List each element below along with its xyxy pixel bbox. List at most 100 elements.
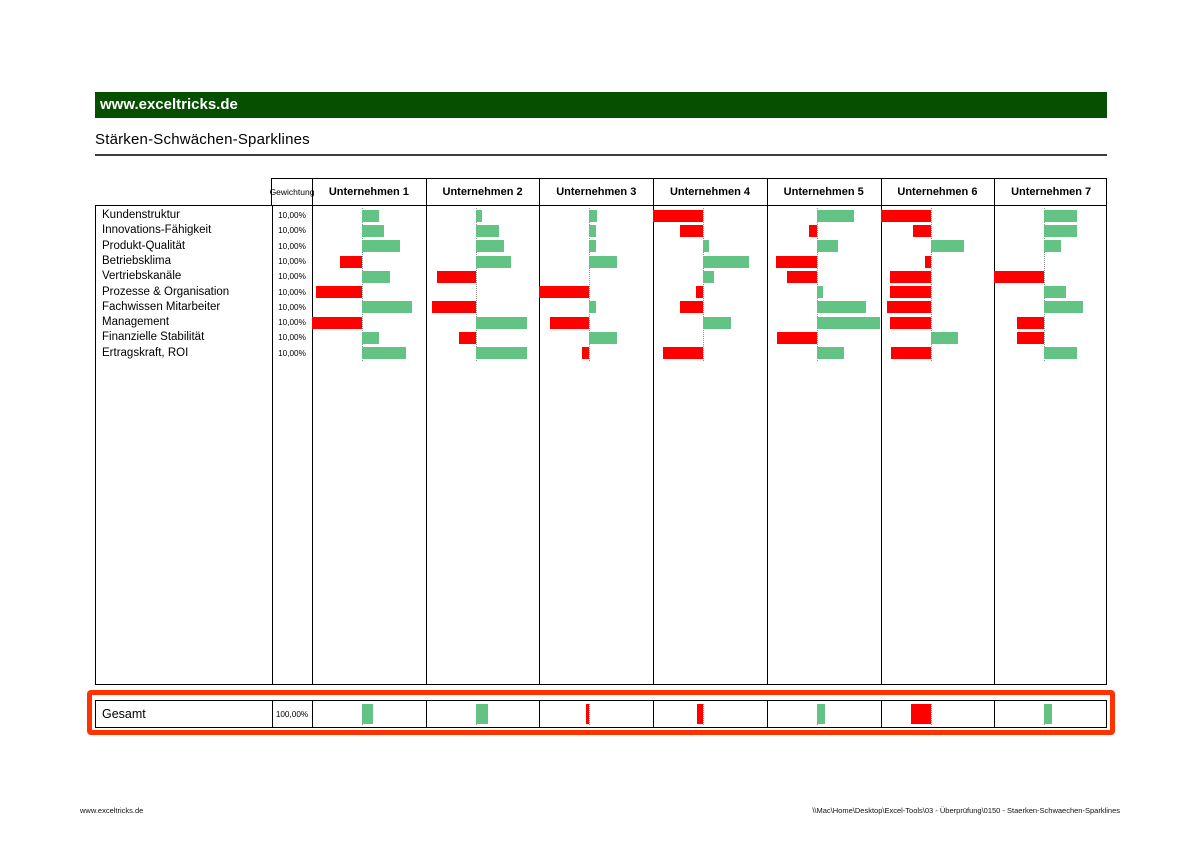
sparkline-bar-positive xyxy=(1044,301,1084,314)
matrix-body: Kundenstruktur 10,00% Innovations-Fähigkei… xyxy=(95,205,1107,685)
sparkline-bar-positive xyxy=(475,209,482,222)
gesamt-bar-negative xyxy=(910,703,931,724)
sparkline-bar-positive xyxy=(930,332,959,345)
brand-banner: www.exceltricks.de xyxy=(95,92,1107,118)
sparkline-bar-negative xyxy=(786,270,817,283)
sparkline-bar-negative xyxy=(913,224,931,237)
header-column-divider xyxy=(766,179,768,205)
sparkline-bar-positive xyxy=(930,240,964,253)
weight-company-divider xyxy=(312,206,313,684)
sparkline-axis xyxy=(816,208,818,361)
footer-right-path: \\Mac\Home\Desktop\Excel-Tools\03 - Über… xyxy=(812,806,1120,815)
label-weight-divider xyxy=(272,206,273,684)
sparkline-bar-negative xyxy=(889,286,931,299)
company-header: Unternehmen 2 xyxy=(442,186,523,198)
sparkline-bar-positive xyxy=(589,255,618,268)
gesamt-highlight-frame xyxy=(87,690,1115,735)
sparkline-bar-positive xyxy=(589,301,597,314)
gesamt-label: Gesamt xyxy=(102,707,146,721)
criterion-label: Prozesse & Organisation xyxy=(102,285,230,298)
sparkline-bar-negative xyxy=(663,347,704,360)
company-column-divider xyxy=(766,701,768,727)
sparkline-bar-positive xyxy=(475,240,504,253)
gesamt-bar-positive xyxy=(816,703,826,724)
company-column-divider xyxy=(653,206,655,684)
sparkline-bar-positive xyxy=(703,255,749,268)
sparkline-bar-positive xyxy=(703,316,731,329)
company-column-divider xyxy=(994,701,996,727)
company-column-divider xyxy=(880,206,882,684)
sparkline-bar-negative xyxy=(1016,316,1045,329)
company-column-divider xyxy=(539,701,541,727)
sparkline-bar-positive xyxy=(362,209,379,222)
sparkline-bar-positive xyxy=(475,316,528,329)
page-title: Stärken-Schwächen-Sparklines xyxy=(95,131,310,148)
sparkline-bar-positive xyxy=(816,347,845,360)
sparkline-bar-negative xyxy=(312,316,363,329)
criterion-weight-value: 10,00% xyxy=(278,241,306,251)
sparkline-bar-positive xyxy=(362,301,412,314)
header-column-divider xyxy=(312,179,313,205)
sparkline-bar-negative xyxy=(1016,332,1045,345)
company-column-divider xyxy=(766,206,768,684)
criterion-label: Produkt-Qualität xyxy=(102,239,186,252)
company-header: Unternehmen 5 xyxy=(783,186,864,198)
title-divider xyxy=(95,154,1107,156)
header-column-divider xyxy=(539,179,541,205)
sparkline-bar-positive xyxy=(1044,209,1077,222)
header-column-divider xyxy=(880,179,882,205)
sparkline-axis xyxy=(930,208,932,361)
sparkline-axis xyxy=(362,208,364,361)
sparkline-bar-positive xyxy=(362,270,390,283)
company-header: Unternehmen 7 xyxy=(1011,186,1092,198)
criterion-weight-value: 10,00% xyxy=(278,272,306,282)
sparkline-bar-positive xyxy=(362,224,384,237)
sparkline-bar-negative xyxy=(653,209,704,222)
sparkline-axis xyxy=(1044,208,1046,361)
sparkline-bar-negative xyxy=(776,332,817,345)
company-column-divider xyxy=(425,206,427,684)
sparkline-bar-negative xyxy=(994,270,1045,283)
sparkline-bar-positive xyxy=(816,286,823,299)
gesamt-bar-negative xyxy=(586,703,590,724)
criterion-label: Fachwissen Mitarbeiter xyxy=(102,300,221,313)
header-column-divider xyxy=(653,179,655,205)
sparkline-bar-positive xyxy=(475,347,527,360)
sparkline-bar-negative xyxy=(696,286,704,299)
company-header: Unternehmen 3 xyxy=(556,186,637,198)
matrix-header-row: Gewichtung Unternehmen 1 Unternehmen 2 Unte… xyxy=(269,178,1107,205)
sparkline-bar-positive xyxy=(362,347,406,360)
sparkline-bar-positive xyxy=(1044,240,1061,253)
sparkline-bar-negative xyxy=(679,224,704,237)
weight-company-divider xyxy=(312,701,313,727)
sparkline-bar-positive xyxy=(703,240,710,253)
header-column-divider xyxy=(994,179,996,205)
gesamt-bar-positive xyxy=(362,703,373,724)
sparkline-bar-negative xyxy=(550,316,590,329)
criterion-weight-value: 10,00% xyxy=(278,226,306,236)
sparkline-bar-negative xyxy=(889,270,931,283)
criterion-weight-value: 10,00% xyxy=(278,256,306,266)
criterion-weight-value: 10,00% xyxy=(278,333,306,343)
sparkline-axis xyxy=(475,208,477,361)
sparkline-bar-negative xyxy=(431,301,476,314)
sparkline-bar-positive xyxy=(589,209,597,222)
sparkline-bar-positive xyxy=(475,224,499,237)
sparkline-bar-positive xyxy=(816,209,855,222)
sparkline-bar-positive xyxy=(816,301,866,314)
brand-text: www.exceltricks.de xyxy=(100,96,238,113)
sparkline-bar-negative xyxy=(581,347,590,360)
sparkline-bar-negative xyxy=(340,255,363,268)
sparkline-bar-positive xyxy=(703,270,714,283)
company-header: Unternehmen 6 xyxy=(897,186,978,198)
gesamt-weight-value: 100,00% xyxy=(275,710,309,719)
criterion-label: Betriebsklima xyxy=(102,254,172,267)
sparkline-bar-negative xyxy=(880,209,931,222)
company-header: Unternehmen 1 xyxy=(328,186,409,198)
sparkline-bar-negative xyxy=(889,316,931,329)
sparkline-bar-positive xyxy=(475,255,511,268)
sparkline-bar-negative xyxy=(437,270,476,283)
weight-column-header: Gewichtung xyxy=(269,187,315,197)
company-column-divider xyxy=(539,206,541,684)
